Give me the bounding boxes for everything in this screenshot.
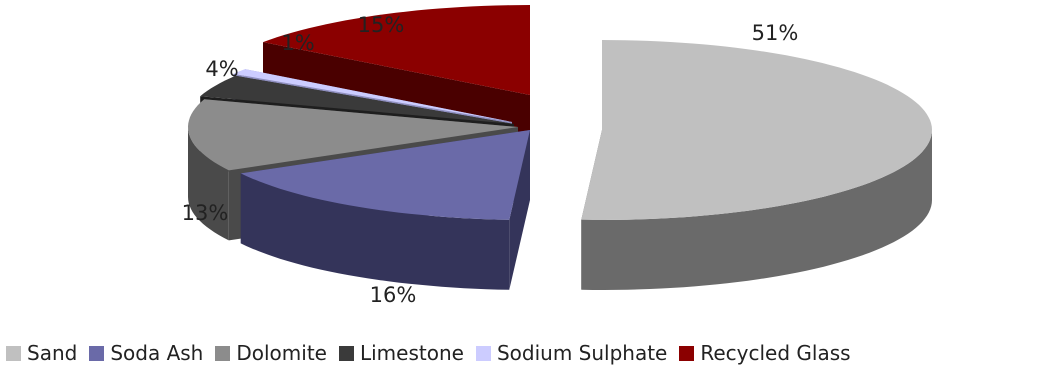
value-label-limestone: 4% — [205, 57, 238, 81]
legend-label-sodium-sulphate: Sodium Sulphate — [496, 341, 668, 365]
chart-legend: Sand Soda Ash Dolomite Limestone Sodium Sulp… — [6, 340, 863, 366]
pie-slice-sand — [581, 40, 932, 290]
value-label-sand: 51% — [752, 21, 799, 45]
legend-item-sand: Sand — [6, 341, 77, 365]
slice-rim-sand — [581, 130, 932, 290]
slice-top-sodium-sulphate — [233, 69, 512, 122]
value-label-recycled-glass: 15% — [358, 13, 405, 37]
slice-top-recycled-glass — [263, 5, 530, 95]
pie-slice-soda-ash — [240, 130, 531, 290]
slice-top-sand — [581, 40, 932, 220]
legend-swatch-dolomite — [215, 345, 231, 361]
legend-label-dolomite: Dolomite — [236, 341, 327, 365]
legend-label-recycled-glass: Recycled Glass — [700, 341, 851, 365]
slice-rim-dolomite — [188, 127, 229, 241]
slice-rim-soda-ash — [240, 173, 510, 290]
pie-chart: 51% 16% 13% 4% 1% 15% — [182, 5, 932, 307]
pie-value-labels: 51% 16% 13% 4% 1% 15% — [182, 13, 799, 307]
legend-label-limestone: Limestone — [359, 341, 464, 365]
legend-swatch-soda-ash — [89, 345, 105, 361]
legend-item-sodium-sulphate: Sodium Sulphate — [475, 341, 668, 365]
legend-swatch-sand — [6, 345, 21, 361]
legend-label-sand: Sand — [27, 341, 78, 365]
value-label-dolomite: 13% — [182, 201, 229, 225]
legend-swatch-recycled-glass — [679, 345, 695, 361]
legend-item-limestone: Limestone — [338, 341, 464, 365]
value-label-sodium-sulphate: 1% — [281, 31, 314, 55]
legend-swatch-sodium-sulphate — [475, 345, 491, 361]
pie-slices — [188, 5, 932, 290]
legend-swatch-limestone — [338, 345, 354, 361]
slice-top-soda-ash — [240, 130, 531, 220]
legend-item-soda-ash: Soda Ash — [89, 341, 203, 365]
legend-item-recycled-glass: Recycled Glass — [679, 341, 851, 365]
slice-top-dolomite — [188, 99, 518, 171]
value-label-soda-ash: 16% — [370, 283, 417, 307]
legend-label-soda-ash: Soda Ash — [110, 341, 204, 365]
slice-top-limestone — [200, 75, 514, 124]
legend-item-dolomite: Dolomite — [215, 341, 327, 365]
